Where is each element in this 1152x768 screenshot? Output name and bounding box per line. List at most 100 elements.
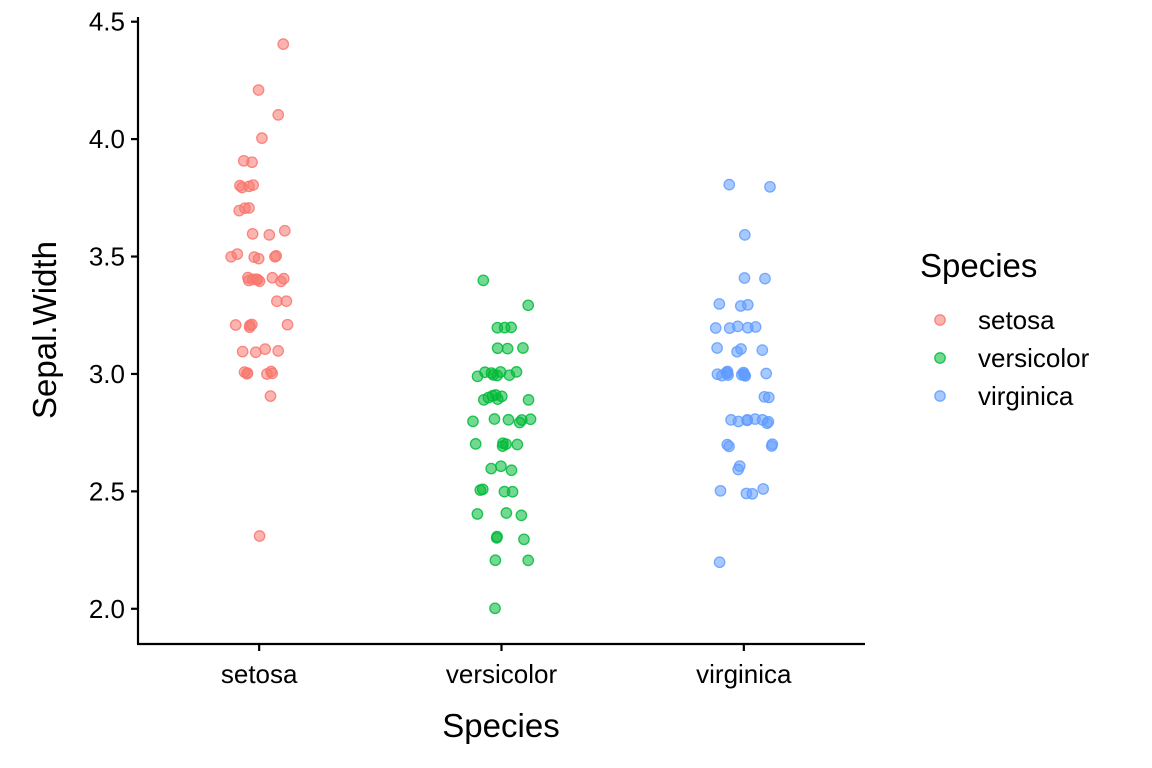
data-point (723, 178, 736, 191)
legend: Species setosa versicolor virginica (920, 247, 1090, 411)
data-point (739, 370, 752, 382)
data-point (721, 365, 734, 378)
data-point (489, 389, 502, 401)
data-point (277, 38, 290, 51)
data-point (270, 250, 283, 262)
data-point (711, 342, 723, 354)
data-point (495, 460, 507, 473)
legend-title: Species (920, 247, 1037, 284)
data-point (522, 554, 535, 567)
legend-label-setosa: setosa (978, 305, 1055, 335)
data-point (272, 109, 285, 121)
legend-label-virginica: virginica (978, 381, 1074, 411)
data-point (272, 345, 285, 357)
legend-items: setosa versicolor virginica (934, 305, 1090, 411)
data-point (713, 298, 726, 310)
data-point (246, 228, 259, 240)
data-point (264, 390, 277, 402)
data-point (242, 271, 254, 284)
y-tick-label: 4.5 (89, 7, 125, 37)
data-point (277, 272, 290, 285)
data-point (490, 532, 503, 544)
data-point (236, 345, 249, 358)
data-point (259, 343, 272, 355)
data-point (266, 367, 279, 380)
data-point (725, 414, 737, 426)
data-point (238, 366, 251, 378)
data-point (477, 274, 490, 287)
data-point (467, 415, 479, 428)
data-point (732, 463, 745, 476)
series-versicolor (467, 274, 537, 615)
x-axis: setosa versicolor virginica (137, 642, 865, 689)
data-point (491, 342, 504, 355)
data-point (731, 320, 744, 333)
series-virginica (709, 178, 779, 569)
data-point (246, 156, 258, 169)
x-tick-label-setosa: setosa (221, 659, 298, 689)
data-point (500, 507, 513, 519)
data-point (500, 438, 512, 450)
x-tick-label-versicolor: versicolor (446, 659, 558, 689)
data-point (713, 556, 726, 569)
data-point (231, 248, 244, 260)
y-tick-label: 3.5 (89, 242, 125, 272)
data-point (723, 440, 735, 453)
data-point (498, 321, 511, 334)
data-point (760, 367, 773, 380)
data-point (738, 272, 751, 284)
data-point (248, 251, 261, 263)
y-tick-label: 3.0 (89, 359, 125, 389)
data-point (749, 413, 761, 425)
data-point (517, 342, 529, 354)
data-point (243, 321, 256, 334)
data-point (522, 299, 535, 312)
points-layer (225, 38, 779, 615)
data-point (263, 229, 276, 241)
data-point (469, 438, 482, 450)
data-point (502, 413, 515, 426)
data-point (236, 181, 248, 194)
legend-key-versicolor (934, 352, 946, 364)
data-point (731, 345, 743, 358)
y-tick-label: 4.0 (89, 124, 125, 154)
data-point (503, 369, 516, 382)
legend-item-versicolor: versicolor (934, 343, 1090, 373)
data-point (488, 413, 501, 425)
data-point (476, 483, 489, 496)
x-axis-title: Species (442, 707, 559, 744)
legend-item-virginica: virginica (934, 381, 1074, 411)
series-setosa (225, 38, 294, 542)
data-point (281, 318, 294, 331)
data-point (501, 342, 514, 355)
data-point (518, 533, 530, 546)
data-point (278, 224, 291, 237)
data-point (247, 179, 260, 191)
data-point (252, 84, 265, 96)
data-point (233, 204, 246, 217)
data-point (709, 322, 722, 334)
data-point (756, 344, 769, 356)
y-tick-label: 2.5 (89, 476, 125, 506)
y-axis-title: Sepal.Width (26, 241, 63, 419)
data-point (741, 321, 754, 334)
legend-label-versicolor: versicolor (978, 343, 1090, 373)
data-point (757, 483, 770, 495)
data-point (256, 132, 268, 145)
data-point (738, 229, 751, 241)
data-point (511, 438, 524, 451)
data-point (471, 508, 484, 520)
legend-item-setosa: setosa (934, 305, 1055, 335)
data-point (485, 462, 498, 475)
data-point (522, 394, 535, 406)
data-point (489, 554, 502, 567)
y-axis: 2.0 2.5 3.0 3.5 4.0 4.5 (89, 7, 140, 644)
data-point (746, 487, 759, 500)
data-point (765, 440, 778, 452)
legend-key-virginica (934, 390, 946, 402)
data-point (759, 272, 771, 285)
y-tick-label: 2.0 (89, 594, 125, 624)
data-point (485, 367, 498, 379)
data-point (714, 484, 727, 497)
